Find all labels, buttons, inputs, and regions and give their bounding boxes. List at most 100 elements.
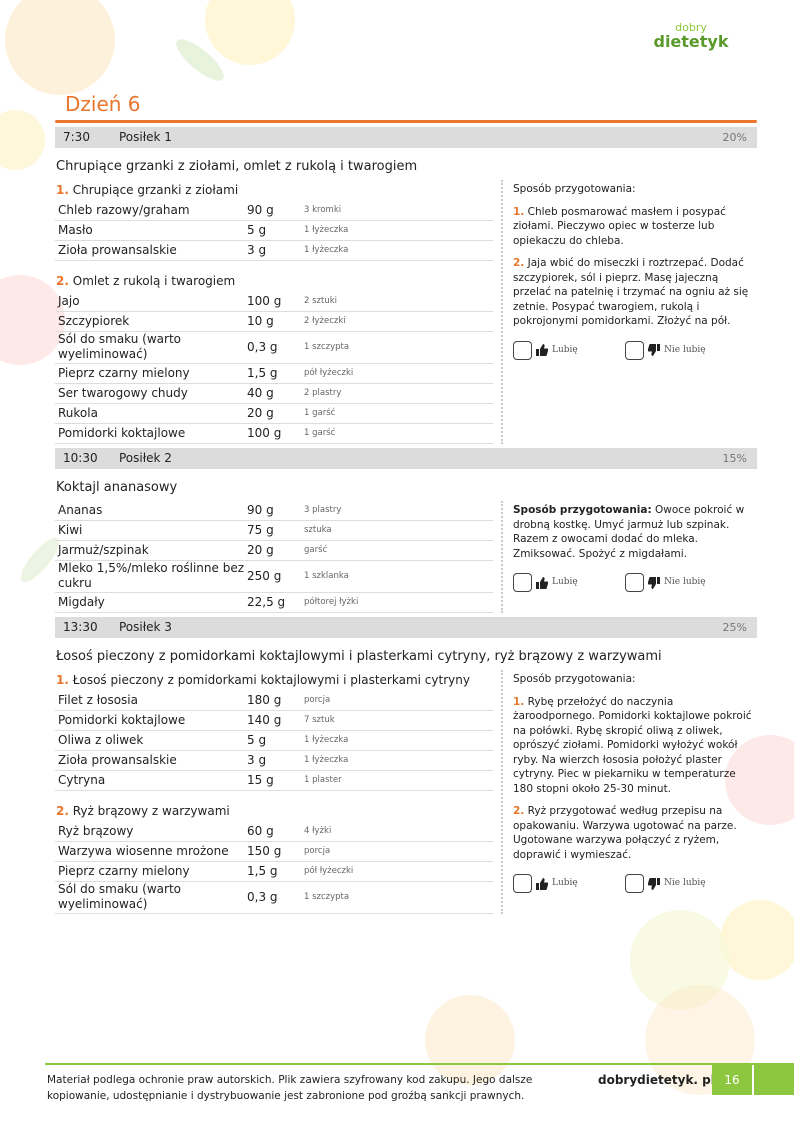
ingredient-name: Masło <box>58 222 93 237</box>
meal-percent: 15% <box>722 452 747 465</box>
ingredient-row: Rukola 20 g 1 garść <box>55 404 493 424</box>
step-text: Owoce pokroić w drobną kostkę. Umyć jarm… <box>513 504 745 560</box>
section-title: 2. Omlet z rukolą i twarogiem <box>56 274 493 288</box>
ingredient-amount: 22,5 g <box>247 595 286 609</box>
ingredient-row: Sól do smaku (warto wyeliminować) 0,3 g 1 … <box>55 882 493 914</box>
thumb-down-icon <box>648 877 660 890</box>
ingredient-row: Pomidorki koktajlowe 100 g 1 garść <box>55 424 493 444</box>
step-number: 2. <box>513 805 525 817</box>
ingredient-name: Zioła prowansalskie <box>58 752 177 767</box>
ingredient-measure: 1 garść <box>304 408 336 418</box>
ingredient-row: Ser twarogowy chudy 40 g 2 plastry <box>55 384 493 404</box>
dislike-option[interactable]: Nie lubię <box>625 874 737 893</box>
ingredients: 1. Chrupiące grzanki z ziołami Chleb razo… <box>55 180 493 444</box>
ingredient-measure: 1 łyżeczka <box>304 755 349 765</box>
ingredients: Ananas 90 g 3 plastry Kiwi 75 g sztuka Jarmuż/… <box>55 501 493 613</box>
like-checkbox[interactable] <box>513 874 532 893</box>
ingredient-amount: 20 g <box>247 543 274 557</box>
ingredient-row: Pieprz czarny mielony 1,5 g pół łyżeczki <box>55 862 493 882</box>
dislike-option[interactable]: Nie lubię <box>625 573 737 592</box>
step-text: Chleb posmarować masłem i posypać ziołam… <box>513 205 726 247</box>
ingredient-name: Ananas <box>58 502 103 517</box>
ingredient-measure: 3 kromki <box>304 205 342 215</box>
meals: 7:30 Posiłek 1 20% Chrupiące grzanki z zioł… <box>55 127 757 918</box>
ingredient-amount: 100 g <box>247 294 282 308</box>
dislike-checkbox[interactable] <box>625 340 644 360</box>
footer-site: dobrydietetyk. pl <box>598 1073 715 1087</box>
ingredient-measure: 1 łyżeczka <box>304 245 349 255</box>
ingredient-name: Ryż brązowy <box>58 823 134 838</box>
ingredient-row: Jajo 100 g 2 sztuki <box>55 292 493 312</box>
ingredient-measure: 2 łyżeczki <box>304 316 346 326</box>
ingredient-name: Jarmuż/szpinak <box>58 542 149 557</box>
section-title: 1. Łosoś pieczony z pomidorkami koktajlo… <box>56 673 493 687</box>
step-number: 1. <box>513 205 525 218</box>
footer-line <box>45 1063 794 1065</box>
ingredients: 1. Łosoś pieczony z pomidorkami koktajlo… <box>55 670 493 914</box>
meal-time: 7:30 <box>63 130 90 144</box>
meal-percent: 20% <box>722 131 747 144</box>
meal-columns: 1. Chrupiące grzanki z ziołami Chleb razo… <box>55 180 757 444</box>
ingredient-measure: pół łyżeczki <box>304 866 354 876</box>
ingredient-name: Filet z łososia <box>58 692 138 707</box>
ingredient-row: Szczypiorek 10 g 2 łyżeczki <box>55 312 493 332</box>
like-option[interactable]: Lubię <box>513 573 625 592</box>
day-title: Dzień 6 <box>65 92 141 116</box>
ingredient-amount: 0,3 g <box>247 340 278 354</box>
ingredient-name: Sól do smaku (warto wyeliminować) <box>58 882 182 911</box>
section-gap <box>55 261 493 271</box>
dish-title: Koktajl ananasowy <box>56 480 178 495</box>
meal-name: Posiłek 3 <box>119 620 172 634</box>
like-checkbox[interactable] <box>513 573 532 592</box>
ingredient-name: Jajo <box>58 293 80 308</box>
ingredient-measure: półtorej łyżki <box>304 597 359 607</box>
like-label: Lubię <box>552 878 578 889</box>
ingredient-amount: 40 g <box>247 386 274 400</box>
ingredient-name: Migdały <box>58 594 105 609</box>
preparation-step: 2. Ryż przygotować według przepisu na op… <box>513 804 757 862</box>
ingredient-row: Jarmuż/szpinak 20 g garść <box>55 541 493 561</box>
ingredient-row: Kiwi 75 g sztuka <box>55 521 493 541</box>
preparation-step: 1. Rybę przełożyć do naczynia żaroodporn… <box>513 695 757 797</box>
dislike-checkbox[interactable] <box>625 573 644 592</box>
thumb-up-icon <box>536 576 548 589</box>
step-text: Ryż przygotować według przepisu na opako… <box>513 805 737 861</box>
ingredient-measure: 1 garść <box>304 428 336 438</box>
ingredient-name: Szczypiorek <box>58 313 130 328</box>
meal: 10:30 Posiłek 2 15% Koktajl ananasowy Ananas… <box>55 448 757 617</box>
ingredient-measure: 1 szczypta <box>304 892 350 902</box>
footer-block <box>754 1065 794 1095</box>
ingredient-measure: 1 szklanka <box>304 571 349 581</box>
ingredient-amount: 1,5 g <box>247 366 278 380</box>
like-checkbox[interactable] <box>513 340 532 360</box>
ingredient-row: Zioła prowansalskie 3 g 1 łyżeczka <box>55 751 493 771</box>
ingredient-measure: 1 łyżeczka <box>304 225 349 235</box>
rating: Lubię Nie lubię <box>513 874 757 893</box>
ingredient-name: Pomidorki koktajlowe <box>58 425 186 440</box>
footer-notice: Materiał podlega ochronie praw autorskic… <box>47 1074 533 1102</box>
section-name: Łosoś pieczony z pomidorkami koktajlowym… <box>72 673 470 687</box>
like-option[interactable]: Lubię <box>513 340 625 360</box>
ingredient-measure: 2 plastry <box>304 388 342 398</box>
ingredient-row: Ananas 90 g 3 plastry <box>55 501 493 521</box>
preparation-heading: Sposób przygotowania: <box>513 673 636 685</box>
ingredient-measure: sztuka <box>304 525 332 535</box>
thumb-down-icon <box>648 576 660 589</box>
meal-time: 10:30 <box>63 451 98 465</box>
thumb-up-icon <box>536 344 548 356</box>
dislike-checkbox[interactable] <box>625 874 644 893</box>
ingredient-name: Pieprz czarny mielony <box>58 863 190 878</box>
step-number: 1. <box>513 695 525 708</box>
dislike-option[interactable]: Nie lubię <box>625 340 737 360</box>
like-option[interactable]: Lubię <box>513 874 625 893</box>
ingredient-name: Cytryna <box>58 772 106 787</box>
dislike-label: Nie lubię <box>664 344 706 355</box>
ingredient-amount: 10 g <box>247 314 274 328</box>
ingredient-measure: 1 łyżeczka <box>304 735 349 745</box>
section-number: 1. <box>56 673 69 687</box>
ingredient-name: Chleb razowy/graham <box>58 202 190 217</box>
ingredient-measure: porcja <box>304 695 331 705</box>
meal-name: Posiłek 1 <box>119 130 172 144</box>
ingredient-name: Sól do smaku (warto wyeliminować) <box>58 332 182 361</box>
ingredient-row: Migdały 22,5 g półtorej łyżki <box>55 593 493 613</box>
